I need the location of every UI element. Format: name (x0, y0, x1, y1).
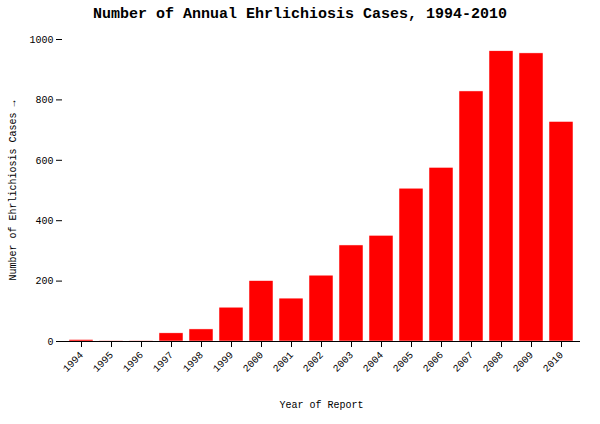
svg-text:1999: 1999 (211, 350, 236, 375)
svg-text:2009: 2009 (511, 350, 536, 375)
svg-text:1994: 1994 (61, 350, 86, 375)
svg-text:800: 800 (35, 95, 53, 106)
svg-text:2000: 2000 (241, 350, 266, 375)
svg-text:2010: 2010 (541, 350, 566, 375)
svg-text:2008: 2008 (481, 350, 506, 375)
svg-text:1998: 1998 (181, 350, 206, 375)
svg-text:400: 400 (35, 216, 53, 227)
svg-text:2005: 2005 (391, 350, 416, 375)
svg-text:Year of Report: Year of Report (279, 400, 363, 411)
svg-text:600: 600 (35, 156, 53, 167)
svg-text:2004: 2004 (361, 350, 386, 375)
svg-text:2006: 2006 (421, 350, 446, 375)
svg-text:200: 200 (35, 276, 53, 287)
svg-text:Number of Ehrlichiosis Cases →: Number of Ehrlichiosis Cases → (8, 100, 19, 280)
svg-text:2001: 2001 (271, 350, 296, 375)
svg-text:1996: 1996 (121, 350, 146, 375)
svg-text:2007: 2007 (451, 350, 476, 375)
svg-text:2002: 2002 (301, 350, 326, 375)
svg-text:1000: 1000 (29, 35, 53, 46)
svg-text:0: 0 (47, 337, 53, 348)
svg-text:2003: 2003 (331, 350, 356, 375)
html-text:Number of Annual Ehrlichiosis: Number of Annual Ehrlichiosis Cases, 199… (93, 6, 507, 23)
svg-text:1997: 1997 (151, 350, 176, 375)
svg-text:1995: 1995 (91, 350, 116, 375)
